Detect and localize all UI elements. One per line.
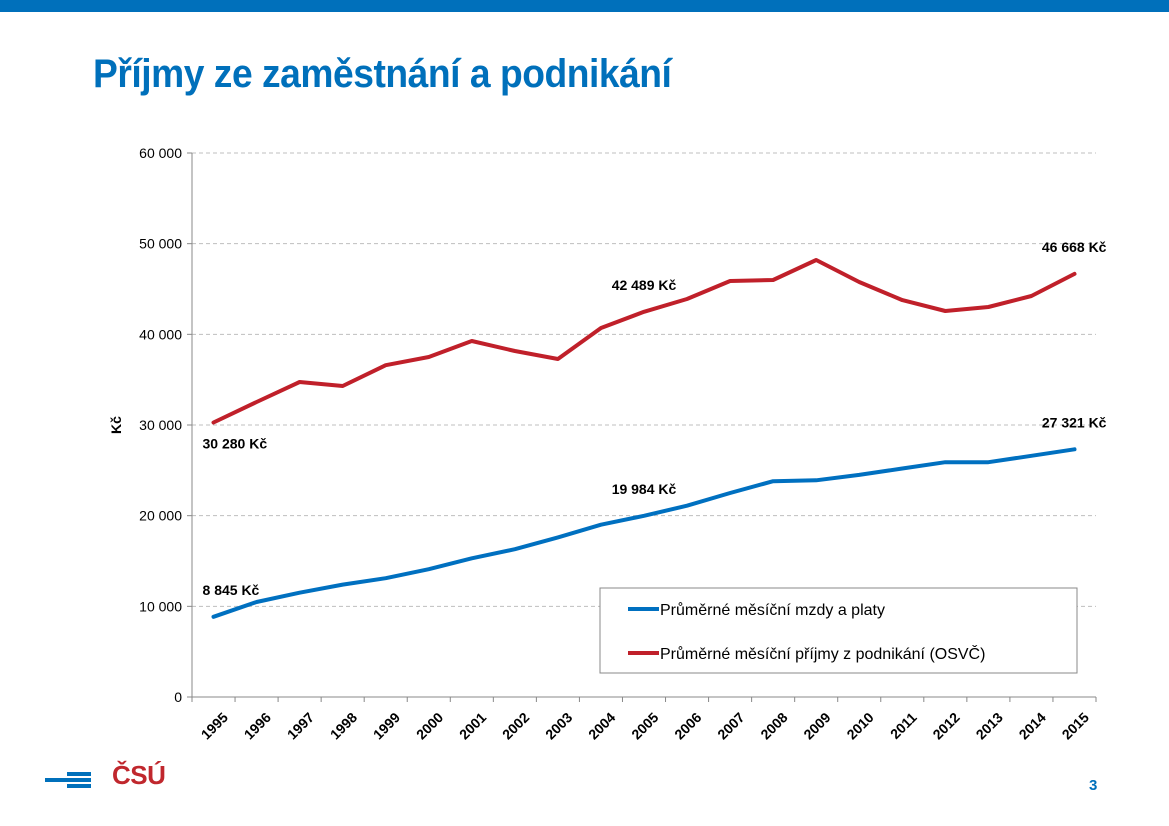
top-brand-bar (0, 0, 1169, 12)
x-tick-label: 2013 (973, 709, 1006, 742)
x-tick-label: 2000 (413, 709, 446, 742)
x-tick-label: 2011 (887, 709, 920, 742)
y-tick-label: 50 000 (139, 236, 182, 252)
x-tick-label: 2006 (671, 709, 704, 742)
legend: Průměrné měsíční mzdy a platy Průměrné m… (599, 587, 1078, 674)
x-tick-label: 1999 (370, 709, 403, 742)
data-label: 42 489 Kč (612, 277, 677, 293)
legend-box (599, 587, 1078, 674)
y-tick-label: 30 000 (139, 417, 182, 433)
y-tick-label: 10 000 (139, 598, 182, 614)
slide-title: Příjmy ze zaměstnání a podnikání (93, 52, 672, 96)
x-tick-label: 2005 (628, 709, 661, 742)
x-tick-label: 2009 (800, 709, 833, 742)
y-tick-label: 60 000 (139, 145, 182, 161)
series-line-business (211, 258, 1077, 425)
y-tick-label: 40 000 (139, 326, 182, 342)
data-labels: 8 845 Kč 19 984 Kč 27 321 Kč 30 280 Kč 42 48… (203, 239, 1107, 598)
y-tick-label: 20 000 (139, 508, 182, 524)
data-label: 19 984 Kč (612, 481, 677, 497)
x-tick-label: 2003 (542, 709, 575, 742)
x-tick-label: 2014 (1016, 709, 1049, 742)
page-number: 3 (1089, 777, 1098, 794)
data-label: 8 845 Kč (203, 582, 260, 598)
logo-text: ČSÚ (112, 760, 166, 790)
axes (187, 152, 1097, 702)
x-tick-label: 2010 (843, 709, 876, 742)
x-tick-label: 2008 (757, 709, 790, 742)
x-tick-label: 2012 (929, 709, 962, 742)
data-label: 46 668 Kč (1042, 239, 1107, 255)
legend-label-business: Průměrné měsíční příjmy z podnikání (OSV… (660, 644, 985, 663)
logo-stripes-icon (45, 772, 91, 788)
x-tick-label: 2007 (714, 709, 747, 742)
y-tick-label: 0 (174, 689, 182, 705)
x-tick-label: 2004 (585, 709, 618, 742)
data-label: 27 321 Kč (1042, 414, 1107, 430)
series-lines (211, 258, 1077, 619)
x-tick-label: 1996 (241, 709, 274, 742)
x-tick-label: 1997 (284, 709, 317, 742)
x-tick-label: 2001 (456, 709, 489, 742)
x-tick-label: 2015 (1059, 709, 1092, 742)
y-axis-label: Kč (108, 416, 124, 434)
x-tick-labels: 1995 1996 1997 1998 1999 2000 2001 2002 2003 2004… (198, 709, 1092, 742)
gridlines (192, 152, 1096, 607)
x-tick-label: 2002 (499, 709, 532, 742)
y-tick-labels: 0 10 000 20 000 30 000 40 000 50 000 60 000 (139, 145, 182, 705)
legend-label-wages: Průměrné měsíční mzdy a platy (660, 601, 885, 619)
x-tick-label: 1998 (327, 709, 360, 742)
csu-logo: ČSÚ (45, 760, 166, 799)
series-line-wages (211, 447, 1077, 619)
data-label: 30 280 Kč (203, 435, 268, 451)
x-tick-label: 1995 (198, 709, 231, 742)
